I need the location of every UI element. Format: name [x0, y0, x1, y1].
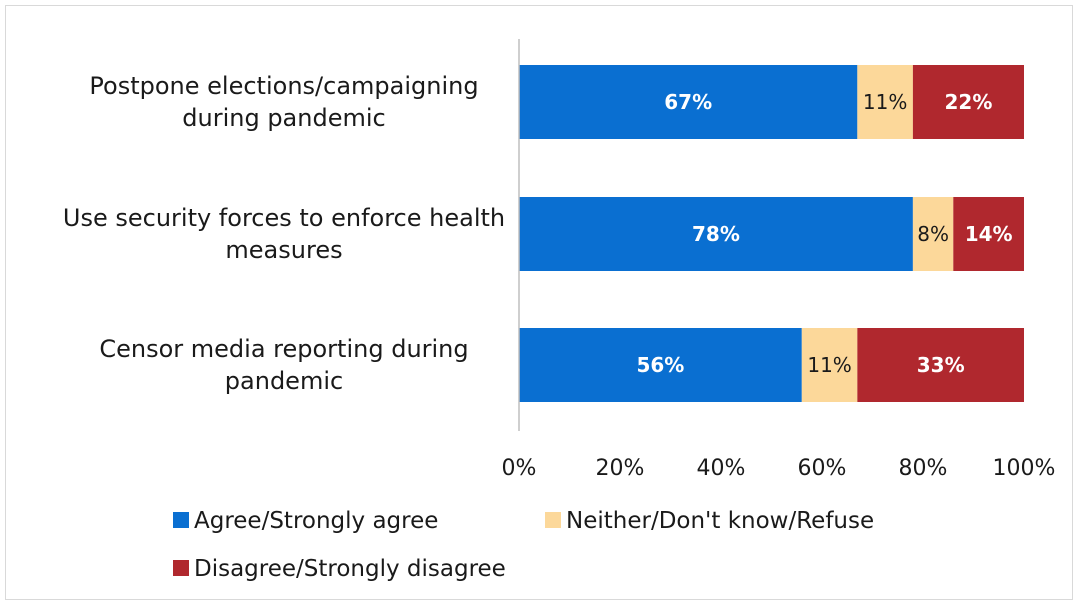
category-label-2-line-0: Censor media reporting during	[99, 335, 468, 363]
value-label-0-2: 22%	[945, 90, 993, 114]
legend-swatch-1	[545, 512, 561, 528]
value-label-1-0: 78%	[692, 222, 740, 246]
bars-group	[519, 65, 1024, 402]
value-label-1-1: 8%	[917, 222, 949, 246]
x-tick-label-5: 100%	[993, 456, 1056, 481]
x-tick-label-4: 80%	[899, 456, 948, 481]
category-label-0-line-1: during pandemic	[182, 104, 385, 132]
bar-segment-2-2	[857, 328, 1024, 402]
x-tick-label-0: 0%	[502, 456, 537, 481]
category-labels-group: Postpone elections/campaigning during pan…	[63, 72, 505, 395]
value-label-0-0: 67%	[664, 90, 712, 114]
category-label-1-line-1: measures	[225, 236, 342, 264]
category-label-1-line-0: Use security forces to enforce health	[63, 204, 505, 232]
x-tick-label-3: 60%	[798, 456, 847, 481]
bar-segment-0-0	[519, 65, 858, 139]
bar-segment-0-1	[857, 65, 913, 139]
category-label-0-line-0: Postpone elections/campaigning	[89, 72, 478, 100]
bar-segment-0-2	[912, 65, 1024, 139]
legend-swatch-2	[173, 560, 189, 576]
bar-segment-2-0	[519, 328, 802, 402]
x-tick-label-1: 20%	[596, 456, 645, 481]
value-label-2-0: 56%	[636, 353, 684, 377]
category-label-2-line-1: pandemic	[225, 367, 343, 395]
x-tick-labels-group: 0% 20% 40% 60% 80% 100%	[502, 456, 1056, 481]
value-labels-group: 67% 11% 22% 78% 8% 14% 56% 11% 33%	[636, 90, 1012, 377]
bar-segment-2-1	[801, 328, 858, 402]
bar-segment-1-1	[912, 197, 954, 271]
legend-label-0: Agree/Strongly agree	[194, 508, 438, 534]
value-label-2-1: 11%	[807, 353, 851, 377]
legend-label-1: Neither/Don't know/Refuse	[566, 508, 874, 534]
legend-label-2: Disagree/Strongly disagree	[194, 556, 506, 582]
legend-swatch-0	[173, 512, 189, 528]
bar-segment-1-0	[519, 197, 913, 271]
value-label-2-2: 33%	[917, 353, 965, 377]
x-tick-label-2: 40%	[697, 456, 746, 481]
bar-segment-1-2	[953, 197, 1024, 271]
chart-frame: 67% 11% 22% 78% 8% 14% 56% 11% 33% Postpone elec…	[5, 5, 1073, 600]
legend: Agree/Strongly agree Neither/Don't know/R…	[173, 508, 874, 582]
value-label-0-1: 11%	[863, 90, 907, 114]
stacked-bar-chart: 67% 11% 22% 78% 8% 14% 56% 11% 33% Postpone elec…	[63, 39, 1056, 582]
value-label-1-2: 14%	[965, 222, 1013, 246]
